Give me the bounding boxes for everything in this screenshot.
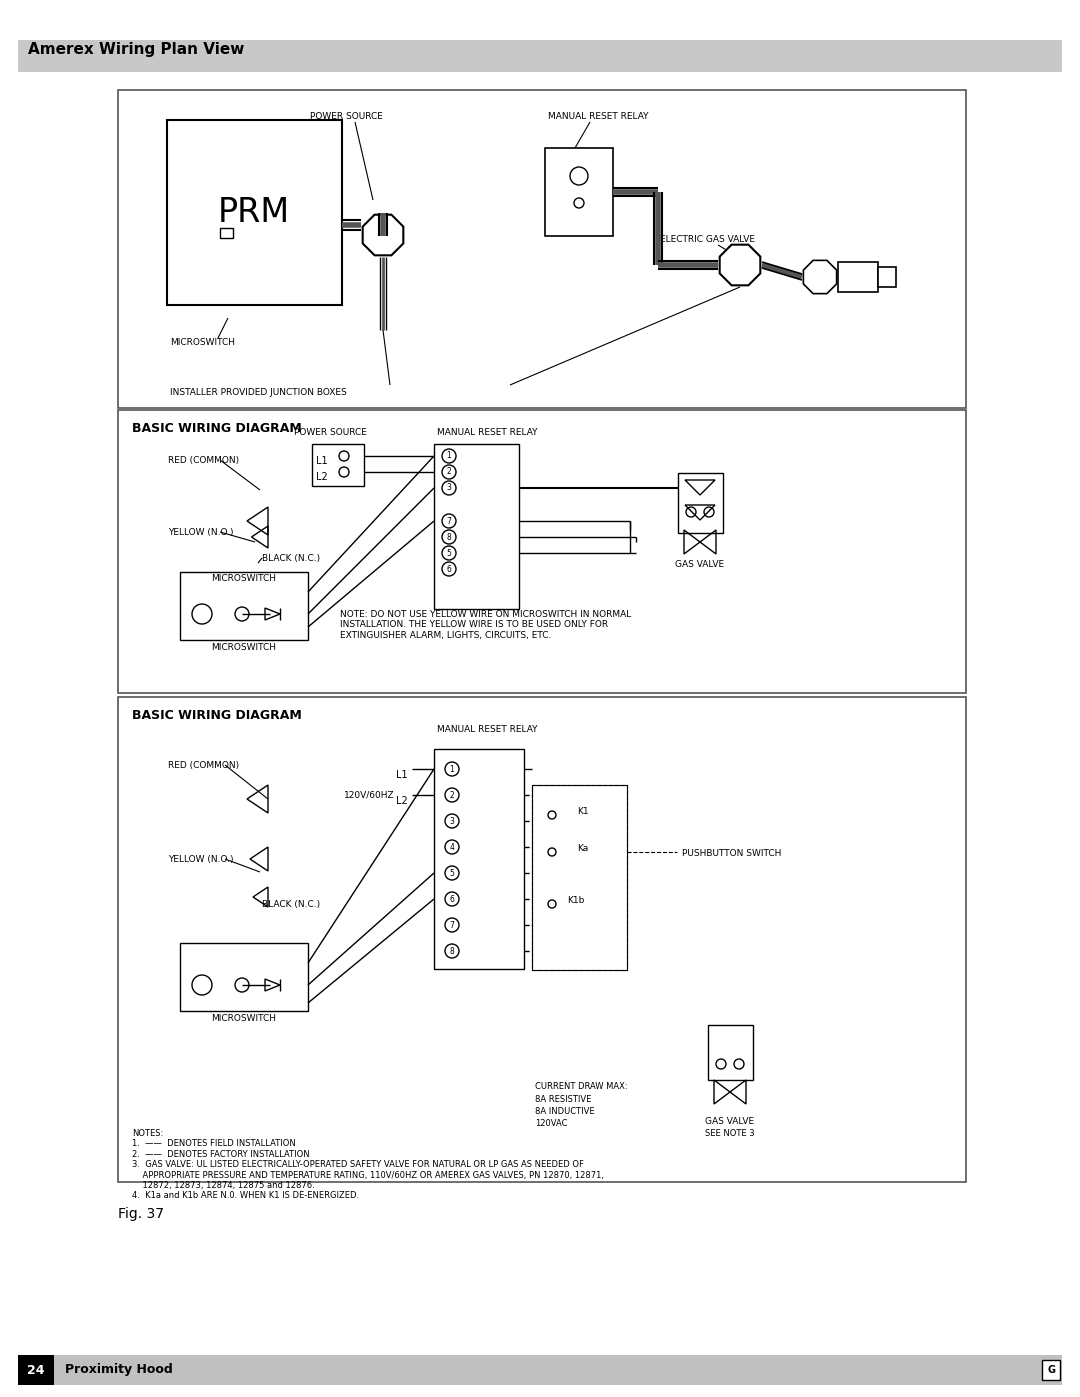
Text: ELECTRIC GAS VALVE: ELECTRIC GAS VALVE [660,235,755,244]
Bar [18,1355,54,1384]
Text: Amerex Wiring Plan View: Amerex Wiring Plan View [28,42,244,57]
Text: RED (COMMON): RED (COMMON) [168,455,239,465]
Bar [180,571,308,640]
Text: MICROSWITCH: MICROSWITCH [212,574,276,583]
Bar [434,749,524,970]
Bar [118,409,966,693]
Bar [434,444,519,609]
Text: L2: L2 [396,796,408,806]
Text: 7: 7 [446,517,451,525]
Text: 7: 7 [449,921,455,929]
Text: 120V/60HZ: 120V/60HZ [345,789,394,799]
Text: 1: 1 [449,764,455,774]
Text: MANUAL RESET RELAY: MANUAL RESET RELAY [437,427,538,437]
Text: 4: 4 [449,842,455,852]
Text: 120VAC: 120VAC [535,1119,567,1127]
Bar [167,120,342,305]
Text: G: G [1047,1365,1055,1375]
Text: 24: 24 [27,1363,44,1376]
Bar [708,1025,753,1080]
Bar [838,263,878,292]
Text: BASIC WIRING DIAGRAM: BASIC WIRING DIAGRAM [132,710,301,722]
Bar [180,943,308,1011]
Text: 3: 3 [446,483,451,493]
Text: 8: 8 [449,947,455,956]
Bar [678,474,723,534]
Text: 8A RESISTIVE: 8A RESISTIVE [535,1095,592,1104]
Text: NOTE: DO NOT USE YELLOW WIRE ON MICROSWITCH IN NORMAL
INSTALLATION. THE YELLOW W: NOTE: DO NOT USE YELLOW WIRE ON MICROSWI… [340,610,631,640]
Text: YELLOW (N.O.): YELLOW (N.O.) [168,528,233,536]
Text: NOTES:
1.  ——  DENOTES FIELD INSTALLATION
2.  ——  DENOTES FACTORY INSTALLATION
3: NOTES: 1. —— DENOTES FIELD INSTALLATION … [132,1129,604,1200]
Text: 8A INDUCTIVE: 8A INDUCTIVE [535,1106,595,1116]
Bar [18,41,1062,73]
Text: 5: 5 [446,549,451,557]
Bar [312,444,364,486]
Text: BLACK (N.C.): BLACK (N.C.) [262,900,320,909]
Polygon shape [804,260,837,293]
Text: MANUAL RESET RELAY: MANUAL RESET RELAY [437,725,538,733]
Text: POWER SOURCE: POWER SOURCE [310,112,383,122]
Text: 2: 2 [449,791,455,799]
Text: PUSHBUTTON SWITCH: PUSHBUTTON SWITCH [681,849,781,858]
Text: MICROSWITCH: MICROSWITCH [212,1014,276,1023]
Text: GAS VALVE: GAS VALVE [675,560,725,569]
Text: BASIC WIRING DIAGRAM: BASIC WIRING DIAGRAM [132,422,301,434]
Text: 2: 2 [447,468,451,476]
Polygon shape [363,215,403,256]
Polygon shape [719,244,760,285]
Text: 5: 5 [449,869,455,877]
Text: 3: 3 [449,816,455,826]
Text: 6: 6 [446,564,451,574]
Text: Ka: Ka [577,844,589,854]
Text: RED (COMMON): RED (COMMON) [168,761,239,770]
Bar [118,89,966,408]
Bar [878,267,896,286]
Bar [1042,1361,1059,1380]
Text: MICROSWITCH: MICROSWITCH [170,338,235,346]
Text: SEE NOTE 3: SEE NOTE 3 [705,1129,755,1139]
Text: POWER SOURCE: POWER SOURCE [294,427,366,437]
Text: YELLOW (N.O.): YELLOW (N.O.) [168,855,233,863]
Text: L2: L2 [316,472,327,482]
Text: CURRENT DRAW MAX:: CURRENT DRAW MAX: [535,1083,627,1091]
Text: K1b: K1b [567,895,584,905]
Text: MICROSWITCH: MICROSWITCH [212,643,276,652]
Text: Fig. 37: Fig. 37 [118,1207,164,1221]
Text: 6: 6 [449,894,455,904]
Text: K1: K1 [577,807,589,816]
Text: 1: 1 [447,451,451,461]
Bar [220,228,233,237]
Text: L1: L1 [316,455,327,467]
Bar [18,1355,1062,1384]
Text: L1: L1 [396,770,407,780]
Bar [532,785,627,970]
Text: Proximity Hood: Proximity Hood [65,1363,173,1376]
Bar [545,148,613,236]
Text: BLACK (N.C.): BLACK (N.C.) [262,555,320,563]
Text: 8: 8 [447,532,451,542]
Text: GAS VALVE: GAS VALVE [705,1118,755,1126]
Text: PRM: PRM [218,196,291,229]
Bar [118,697,966,1182]
Text: MANUAL RESET RELAY: MANUAL RESET RELAY [548,112,648,122]
Text: INSTALLER PROVIDED JUNCTION BOXES: INSTALLER PROVIDED JUNCTION BOXES [170,388,347,397]
